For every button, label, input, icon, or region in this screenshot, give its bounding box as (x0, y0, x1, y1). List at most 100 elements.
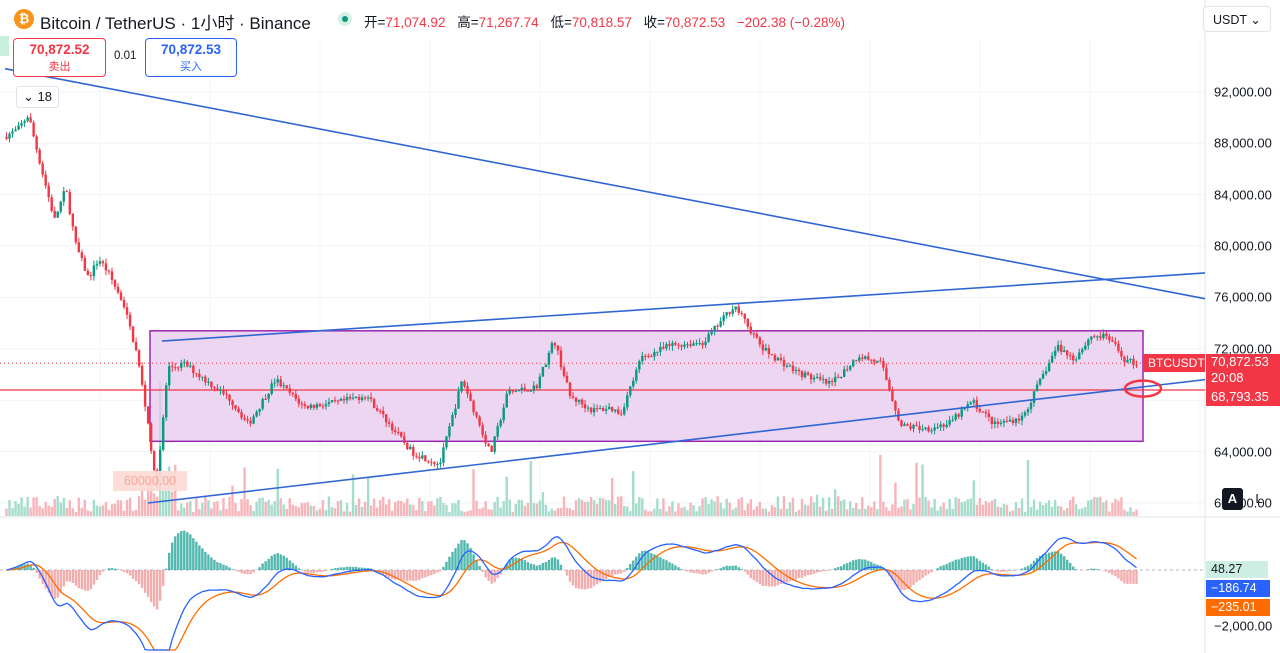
volume-bar (933, 498, 936, 516)
histogram-bar (821, 570, 825, 572)
candle-body (339, 398, 343, 401)
indicators-toggle[interactable]: ⌄ 18 (16, 86, 59, 108)
candle-body (951, 419, 954, 421)
histogram-bar (740, 569, 743, 570)
candle-body (288, 388, 291, 393)
buy-label: 买入 (180, 61, 202, 73)
volume-bar (821, 497, 825, 516)
highlight-ellipse[interactable] (1123, 379, 1163, 398)
volume-bar (309, 505, 313, 516)
volume-bar (1135, 509, 1138, 516)
histogram-bar (478, 565, 481, 570)
candle-body (668, 344, 671, 346)
candle-body (698, 343, 701, 345)
volume-bar (836, 496, 840, 516)
rectangle-drawing[interactable] (149, 330, 1144, 443)
candle-body (550, 343, 554, 353)
log-scale-button[interactable]: L (1255, 491, 1263, 506)
volume-bar (107, 509, 111, 516)
candle-body (680, 345, 683, 347)
candle-body (122, 299, 126, 308)
histogram-bar (966, 556, 969, 570)
candle-body (918, 426, 921, 430)
low-price-label: 60000.00 (113, 471, 187, 491)
symbol-title[interactable]: Bitcoin / TetherUS · 1小时 · Binance (40, 14, 311, 33)
candle-body (662, 346, 665, 349)
candle-body (53, 210, 56, 218)
histogram-bar (598, 570, 602, 583)
volume-bar (794, 511, 798, 516)
candle-body (894, 401, 897, 411)
volume-bar (927, 500, 930, 516)
candle-body (529, 390, 533, 392)
volume-bar (381, 496, 385, 516)
candle-body (888, 379, 891, 391)
volume-bar (984, 501, 988, 516)
histogram-bar (617, 570, 620, 575)
candle-body (909, 425, 912, 429)
histogram-bar (351, 566, 355, 570)
descending-trendline[interactable] (4, 67, 1206, 300)
histogram-bar (1123, 570, 1126, 584)
candle-body (1075, 359, 1078, 361)
histogram-bar (858, 559, 861, 570)
volume-bar (635, 503, 638, 516)
last-price-tag: 70,872.53 20:08 (1206, 354, 1280, 389)
candle-body (803, 372, 807, 378)
histogram-bar (333, 568, 337, 570)
candle-body (818, 376, 822, 380)
candle-body (701, 343, 704, 346)
histogram-bar (833, 568, 837, 570)
histogram-bar (574, 570, 578, 589)
volume-bar (903, 499, 906, 516)
volume-bar (1075, 504, 1078, 516)
volume-bar (779, 508, 783, 516)
histogram-bar (258, 567, 261, 570)
volume-bar (466, 511, 469, 516)
volume-bar (360, 506, 364, 516)
buy-button[interactable]: 70,872.53 买入 (145, 38, 237, 77)
histogram-bar (842, 564, 846, 570)
volume-bar (683, 506, 686, 516)
upper-ascending-trendline[interactable] (161, 272, 1206, 342)
candle-body (1017, 418, 1021, 421)
histogram-bar (879, 565, 882, 570)
candle-body (782, 359, 786, 367)
currency-select[interactable]: USDT ⌄ (1203, 6, 1271, 32)
volume-bar (818, 506, 822, 516)
candle-body (1035, 384, 1039, 392)
volume-bar (722, 508, 725, 516)
volume-bar (1087, 500, 1090, 516)
candle-body (391, 423, 394, 431)
candle-body (80, 252, 84, 258)
volume-bar (336, 501, 340, 516)
volume-bar (586, 501, 590, 516)
volume-bar (255, 501, 258, 516)
candle-body (1062, 350, 1066, 352)
volume-bar (921, 464, 924, 516)
histogram-bar (782, 570, 786, 584)
volume-bar (607, 500, 611, 516)
histogram-bar (668, 562, 671, 570)
volume-bar (32, 497, 35, 516)
histogram-bar (969, 556, 972, 570)
histogram-bar (963, 557, 966, 570)
histogram-bar (421, 570, 424, 579)
volume-bar (26, 497, 29, 516)
candle-body (415, 455, 418, 457)
lower-ascending-trendline[interactable] (147, 378, 1206, 504)
sell-button[interactable]: 70,872.52 卖出 (13, 38, 106, 77)
volume-bar (273, 501, 276, 516)
histogram-bar (306, 570, 310, 573)
candle-body (821, 378, 825, 380)
histogram-bar (155, 570, 159, 610)
volume-bar (632, 471, 635, 516)
histogram-bar (394, 570, 397, 580)
spread-value: 0.01 (114, 50, 137, 62)
volume-bar (734, 507, 737, 516)
auto-scale-button[interactable]: A (1222, 488, 1243, 510)
collapsed-order-tag[interactable] (0, 36, 9, 56)
volume-bar (873, 501, 876, 516)
volume-bar (77, 497, 81, 516)
